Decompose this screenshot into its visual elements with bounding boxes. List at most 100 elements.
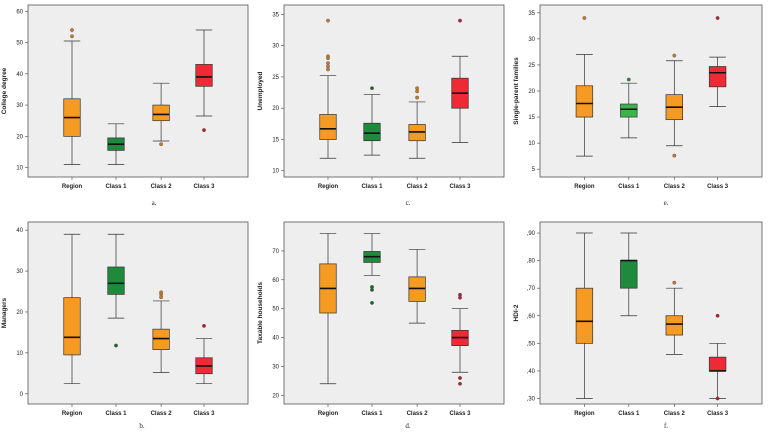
x-tick-label: Class 2	[151, 411, 173, 417]
plot-area	[27, 221, 249, 405]
panel-label: e.	[664, 199, 669, 207]
box-class-1	[620, 77, 638, 139]
panel-label: d.	[405, 422, 411, 430]
box-class-2	[408, 249, 426, 324]
y-tick-label: 20	[272, 106, 279, 112]
panel-c: 10 15 20 25 30 35 Unemployed Region Class 1 Class…	[257, 4, 505, 207]
y-axis-label: Single-parent families	[513, 57, 520, 125]
x-tick-label: Class 1	[105, 184, 127, 190]
x-tick-label: Class 3	[707, 411, 729, 417]
outlier-point	[326, 67, 330, 72]
outlier-point	[672, 53, 677, 58]
outlier-point	[326, 18, 330, 23]
outlier-point	[370, 300, 374, 305]
x-tick-label: Class 3	[193, 184, 215, 190]
x-tick-label: Region	[574, 411, 595, 417]
y-tick-label: ,90	[527, 231, 536, 237]
x-tick-label: Region	[318, 411, 339, 417]
box-class-2	[152, 82, 170, 147]
outlier-point	[326, 54, 330, 59]
box-iqr	[708, 66, 727, 88]
box-class-2	[408, 86, 426, 159]
box-region	[575, 232, 594, 399]
outlier-point	[370, 86, 374, 91]
box-iqr	[152, 328, 170, 350]
y-tick-label: 35	[528, 11, 535, 17]
panel-label: c.	[406, 199, 411, 207]
plot-area	[27, 4, 249, 178]
y-tick-label: 60	[272, 278, 279, 284]
panel-b: 0 10 20 30 40 Managers Region Class 1 Class 2 Cla…	[1, 221, 249, 430]
box-iqr	[363, 122, 381, 142]
box-class-2	[665, 53, 683, 158]
y-tick-label: 50	[16, 41, 23, 47]
box-iqr	[620, 260, 638, 289]
x-tick-label: Class 1	[361, 184, 383, 190]
y-tick-label: 20	[528, 89, 535, 95]
box-region	[63, 233, 81, 384]
outlier-point	[458, 18, 462, 23]
y-tick-label: ,70	[527, 286, 536, 292]
box-class-2	[665, 280, 683, 355]
y-axis-label: College degree	[1, 67, 8, 114]
box-iqr	[107, 266, 125, 295]
panel-f: ,30 ,40 ,50 ,60 ,70 ,80 ,90 HDI-2 Region Class 1 C…	[513, 221, 763, 430]
box-class-3	[195, 29, 213, 132]
outlier-point	[70, 34, 74, 39]
box-class-1	[363, 86, 381, 156]
box-iqr	[665, 315, 683, 336]
outlier-point	[415, 89, 419, 94]
box-iqr	[63, 297, 81, 356]
y-tick-label: ,80	[527, 259, 536, 265]
box-region	[319, 18, 337, 159]
panel-e: 5 10 15 20 25 30 35 Single-parent families Regio…	[513, 4, 763, 207]
x-tick-label: Region	[62, 184, 83, 190]
outlier-point	[715, 313, 720, 318]
x-tick-label: Class 2	[151, 184, 173, 190]
y-tick-label: 40	[16, 228, 23, 234]
outlier-point	[326, 61, 330, 66]
y-tick-label: 70	[272, 249, 279, 255]
box-class-1	[107, 123, 125, 165]
outlier-point	[70, 28, 74, 32]
x-tick-label: Region	[574, 184, 595, 190]
outlier-point	[326, 64, 330, 69]
outlier-point	[415, 95, 419, 100]
y-tick-label: 40	[272, 336, 279, 342]
box-class-3	[708, 313, 727, 401]
y-tick-label: 15	[528, 115, 535, 121]
x-tick-label: Class 2	[407, 184, 429, 190]
outlier-point	[458, 292, 462, 297]
outlier-point	[672, 153, 677, 158]
y-tick-label: 25	[272, 75, 279, 81]
box-class-1	[620, 232, 638, 317]
plot-area	[283, 4, 505, 178]
panel-label: a.	[152, 199, 157, 207]
plot-area	[283, 221, 505, 405]
y-tick-label: 60	[16, 9, 23, 15]
box-class-1	[107, 233, 125, 348]
y-tick-label: 20	[272, 393, 279, 399]
outlier-point	[672, 280, 677, 285]
box-iqr	[152, 104, 170, 122]
box-class-3	[451, 292, 469, 386]
y-tick-label: 20	[16, 310, 23, 316]
x-tick-label: Class 1	[361, 411, 383, 417]
outlier-point	[114, 343, 118, 348]
y-tick-label: 10	[16, 166, 23, 172]
y-tick-label: 0	[20, 392, 24, 398]
y-tick-label: 10	[16, 351, 23, 357]
box-class-3	[195, 323, 213, 384]
outlier-point	[370, 285, 374, 289]
y-axis-label: HDI-2	[513, 304, 520, 321]
y-tick-label: 30	[528, 37, 535, 43]
box-iqr	[319, 114, 337, 140]
x-tick-label: Region	[62, 411, 83, 417]
y-tick-label: 25	[528, 63, 535, 69]
x-tick-label: Class 2	[664, 411, 686, 417]
y-tick-label: ,50	[527, 341, 536, 347]
y-tick-label: 35	[272, 12, 279, 18]
y-tick-label: ,30	[527, 396, 536, 402]
y-tick-label: 50	[272, 307, 279, 313]
panel-label: f.	[664, 422, 668, 430]
